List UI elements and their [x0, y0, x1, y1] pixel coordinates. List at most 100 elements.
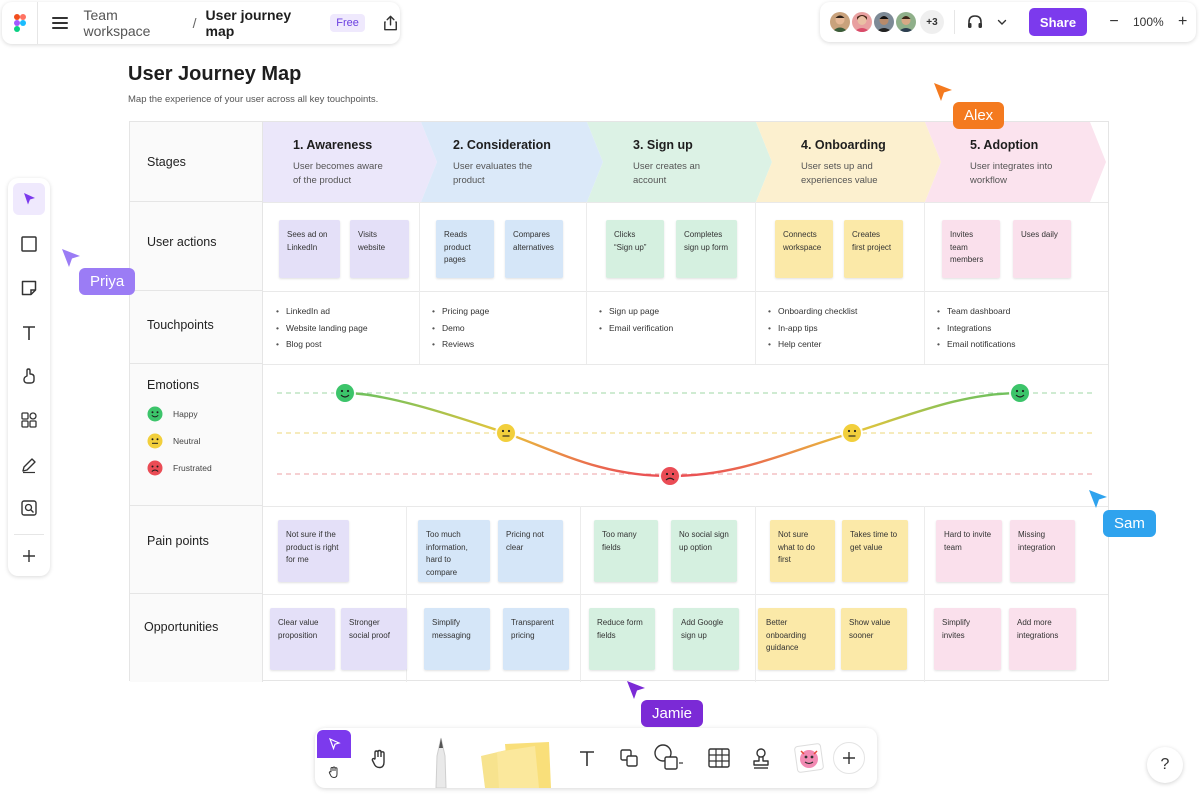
sticky-note[interactable]: Visits website [350, 220, 409, 278]
sticky-note[interactable]: Not sure if the product is right for me [278, 520, 349, 582]
draw-tool-button[interactable] [13, 449, 45, 481]
more-tools-button[interactable] [833, 742, 865, 774]
list-item: Email notifications [937, 336, 1016, 353]
legend-item-neutral: Neutral [147, 427, 212, 454]
row-label-pain-points: Pain points [130, 506, 263, 594]
stamp-tool-button[interactable] [747, 744, 775, 772]
sticky-note[interactable]: Hard to invite team [936, 520, 1002, 582]
table-tool-button[interactable] [705, 744, 733, 772]
file-name[interactable]: User journey map [205, 7, 292, 39]
emotion-marker-happy[interactable] [334, 382, 356, 404]
marker-tool-button[interactable] [425, 734, 457, 788]
menu-icon[interactable] [52, 17, 68, 29]
cursor-label-alex: Alex [953, 102, 1005, 129]
sticky-note[interactable]: Sees ad on LinkedIn [279, 220, 340, 278]
frame-tool-button[interactable] [13, 228, 45, 260]
share-export-icon[interactable] [381, 13, 400, 33]
emotion-marker-frustrated[interactable] [659, 465, 681, 487]
emoji-sticker-button[interactable] [791, 740, 827, 776]
sticky-note[interactable]: Invites team members [942, 220, 1000, 278]
share-button[interactable]: Share [1029, 8, 1087, 36]
cursor-label-priya: Priya [79, 268, 136, 295]
cursor-label-sam: Sam [1103, 510, 1156, 537]
move-tool-button[interactable] [13, 183, 45, 215]
figma-logo-icon [13, 14, 26, 32]
sticky-notes-stack-button[interactable] [475, 738, 561, 788]
sticky-note[interactable]: Connects workspace [775, 220, 833, 278]
sticky-note[interactable]: Pricing not clear [498, 520, 563, 582]
stage-chevron-4[interactable] [756, 122, 941, 202]
sticky-note[interactable]: Completes sign up form [676, 220, 737, 278]
sticky-note[interactable]: Show value sooner [841, 608, 907, 670]
headphones-icon[interactable] [965, 12, 985, 32]
column-divider [406, 506, 407, 682]
collaborator-avatars[interactable]: +3 [828, 10, 944, 34]
hand-tool-small-button[interactable] [317, 758, 351, 786]
sticky-note[interactable]: Clicks “Sign up” [606, 220, 664, 278]
add-tool-button[interactable] [13, 540, 45, 572]
sticky-note[interactable]: Not sure what to do first [770, 520, 835, 582]
bottom-toolbar [315, 728, 877, 788]
select-tool-button[interactable] [317, 730, 351, 758]
priya-cursor-icon [62, 249, 80, 267]
main-menu-button[interactable] [2, 2, 39, 44]
avatar[interactable] [828, 10, 852, 34]
sticky-note[interactable]: Stronger social proof [341, 608, 407, 670]
sticky-note[interactable]: Reads product pages [436, 220, 494, 278]
stage-chevron-1[interactable] [263, 122, 437, 202]
list-item: Integrations [937, 320, 1016, 337]
sticky-note[interactable]: Simplify messaging [424, 608, 490, 670]
list-item: Reviews [432, 336, 489, 353]
row-label-touchpoints: Touchpoints [130, 291, 263, 364]
sticky-note[interactable]: Takes time to get value [842, 520, 908, 582]
sticky-note[interactable]: Transparent pricing [503, 608, 569, 670]
sticky-note[interactable]: Reduce form fields [589, 608, 655, 670]
stage-description: User sets up and experiences value [801, 161, 878, 186]
row-label-text: Emotions [147, 378, 200, 392]
chevron-down-icon[interactable] [995, 15, 1009, 29]
sticky-note[interactable]: Missing integration [1010, 520, 1075, 582]
sticky-note[interactable]: Clear value proposition [270, 608, 335, 670]
breadcrumb-separator: / [192, 15, 197, 31]
sticky-note[interactable]: Simplify invites [934, 608, 1001, 670]
file-header-bar: Team workspace / User journey map Free [2, 2, 400, 44]
avatar[interactable] [850, 10, 874, 34]
sticky-note[interactable]: Add Google sign up [673, 608, 739, 670]
toolbar-divider [14, 534, 44, 535]
comment-tool-button[interactable] [13, 492, 45, 524]
stamp-tool-button[interactable] [13, 360, 45, 392]
avatar[interactable] [872, 10, 896, 34]
stage-chevron-5[interactable] [925, 122, 1106, 202]
sticky-note[interactable]: No social sign up option [671, 520, 737, 582]
widgets-tool-button[interactable] [13, 404, 45, 436]
sticky-note[interactable]: Creates first project [844, 220, 903, 278]
shape-tool-button[interactable] [651, 742, 685, 774]
left-toolbar [8, 178, 50, 576]
more-collaborators-count[interactable]: +3 [920, 10, 944, 34]
sticky-note[interactable]: Compares alternatives [505, 220, 563, 278]
sticky-note[interactable]: Uses daily [1013, 220, 1071, 278]
zoom-out-button[interactable]: − [1109, 13, 1119, 30]
breadcrumb-workspace[interactable]: Team workspace [83, 7, 151, 39]
emotion-marker-neutral[interactable] [841, 422, 863, 444]
stage-chevron-3[interactable] [587, 122, 772, 202]
sticky-note[interactable]: Too much information, hard to compare [418, 520, 490, 582]
sticky-note-tool-button[interactable] [13, 272, 45, 304]
zoom-in-button[interactable]: + [1178, 13, 1188, 30]
hand-tool-button[interactable] [363, 742, 397, 776]
sticky-note[interactable]: Add more integrations [1009, 608, 1076, 670]
text-tool-button[interactable] [13, 317, 45, 349]
text-tool-button[interactable] [573, 744, 601, 772]
emotion-curve [344, 391, 1021, 478]
touchpoint-list: Pricing page Demo Reviews [432, 303, 489, 353]
emotion-marker-happy[interactable] [1009, 382, 1031, 404]
sticky-note[interactable]: Too many fields [594, 520, 658, 582]
avatar[interactable] [894, 10, 918, 34]
sticky-note[interactable]: Better onboarding guidance [758, 608, 835, 670]
row-divider [263, 202, 1108, 203]
connector-tool-button[interactable] [615, 744, 643, 772]
zoom-level[interactable]: 100% [1133, 15, 1164, 29]
stage-chevron-2[interactable] [421, 122, 603, 202]
emotion-marker-neutral[interactable] [495, 422, 517, 444]
help-button[interactable]: ? [1147, 747, 1183, 783]
